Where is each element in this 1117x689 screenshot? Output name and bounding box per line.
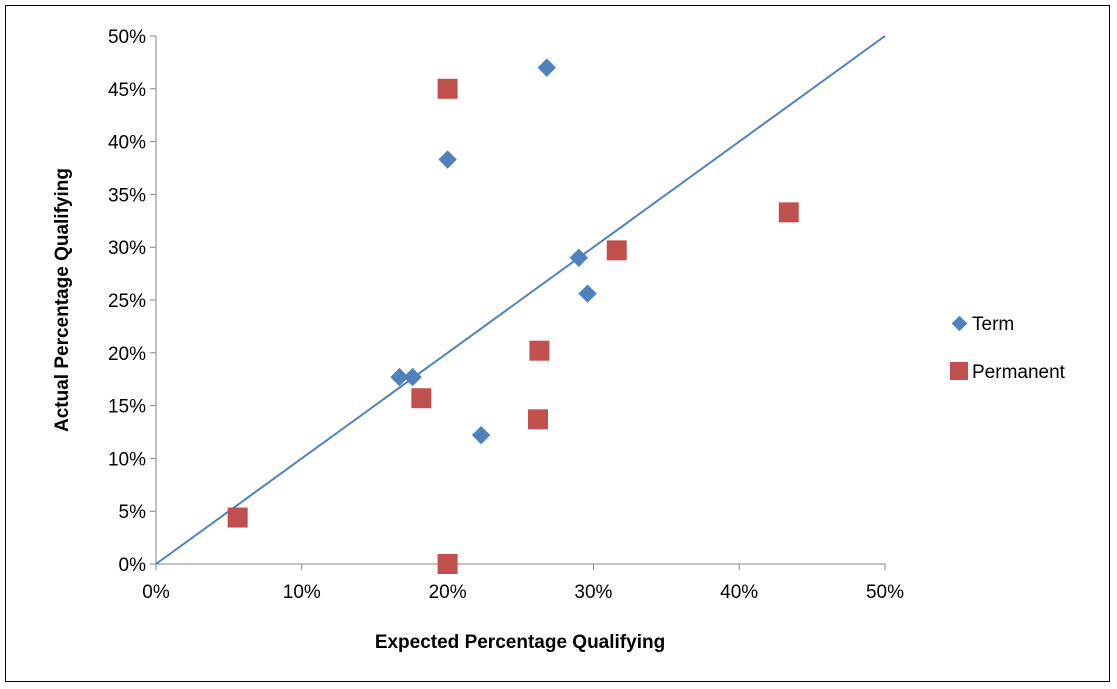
legend-label-permanent: Permanent [972, 362, 1066, 383]
legend-item-term: Term [951, 314, 1014, 335]
x-ticks: 0% 10% 20% 30% 40% 50% [142, 564, 904, 603]
legend-item-permanent: Permanent [950, 362, 1066, 383]
y-tick-label: 15% [108, 397, 146, 418]
permanent-point [527, 409, 548, 430]
permanent-point [437, 78, 458, 99]
scatter-chart: 0% 5% 10% 15% 20% 25% 30% 35% 40% 45% 50% 0% 10% 20%… [52, 27, 1066, 653]
x-tick-label: 40% [720, 582, 758, 603]
term-point [471, 425, 491, 445]
x-tick-label: 0% [142, 582, 170, 603]
term-point [569, 248, 589, 267]
y-tick-label: 25% [108, 291, 146, 312]
term-point [578, 284, 597, 303]
y-tick-label: 40% [108, 133, 146, 154]
x-tick-label: 30% [574, 582, 612, 603]
y-tick-label: 5% [119, 502, 147, 523]
data-points [227, 58, 799, 574]
permanent-point [529, 340, 550, 361]
legend: Term Permanent [950, 314, 1066, 383]
chart-frame: 0% 5% 10% 15% 20% 25% 30% 35% 40% 45% 50% 0% 10% 20%… [5, 5, 1110, 682]
term-point [403, 367, 422, 387]
permanent-point [437, 554, 458, 574]
x-tick-label: 20% [429, 582, 467, 603]
y-ticks: 0% 5% 10% 15% 20% 25% 30% 35% 40% 45% 50% [108, 27, 156, 576]
reference-line-group [155, 35, 886, 565]
y-tick-label: 30% [108, 238, 146, 259]
permanent-point [606, 240, 627, 261]
y-tick-label: 10% [108, 449, 146, 470]
y-tick-label: 50% [108, 27, 146, 48]
legend-label-term: Term [972, 314, 1014, 335]
legend-marker-permanent [950, 362, 968, 380]
permanent-point [411, 388, 432, 409]
y-tick-label: 20% [108, 344, 146, 365]
permanent-point [778, 202, 799, 223]
permanent-point [227, 507, 248, 528]
reference-line [155, 35, 886, 565]
x-axis-title: Expected Percentage Qualifying [375, 632, 665, 653]
y-tick-label: 0% [119, 555, 147, 576]
legend-marker-term [951, 315, 968, 332]
y-axis-title: Actual Percentage Qualifying [52, 168, 73, 432]
term-point [390, 367, 409, 387]
y-tick-label: 35% [108, 185, 146, 206]
y-tick-label: 45% [108, 80, 146, 101]
x-tick-label: 50% [866, 582, 904, 603]
term-point [438, 150, 457, 169]
term-point [537, 58, 556, 77]
x-tick-label: 10% [283, 582, 321, 603]
